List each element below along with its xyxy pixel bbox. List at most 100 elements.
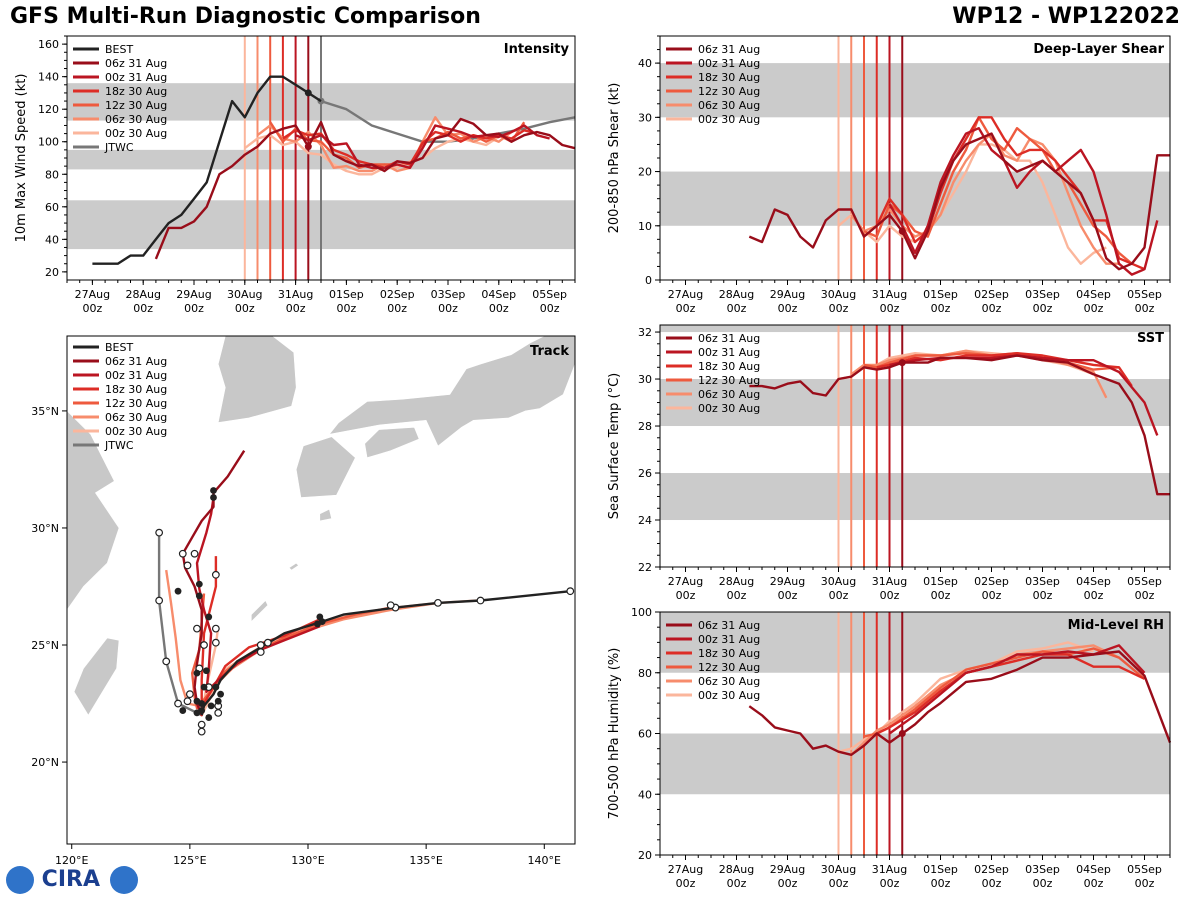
- y-tick-label: 40: [45, 233, 59, 246]
- lon-tick-label: 130°E: [291, 854, 324, 867]
- track-marker-open: [197, 727, 206, 736]
- x-tick-label-hour: 00z: [982, 877, 1002, 890]
- x-tick-label: 29Aug: [176, 288, 211, 301]
- x-tick-label-hour: 00z: [1084, 302, 1104, 315]
- x-tick-label-hour: 00z: [727, 589, 747, 602]
- shaded-band: [660, 379, 1170, 427]
- shaded-band: [660, 325, 1170, 333]
- track-marker-open: [178, 549, 187, 558]
- x-tick-label-hour: 00z: [778, 302, 798, 315]
- shaded-band: [660, 171, 1170, 226]
- rh-chart: 2040608010027Aug00z28Aug00z29Aug00z30Aug…: [607, 606, 1172, 890]
- lon-tick-label: 140°E: [528, 854, 561, 867]
- x-tick-label-hour: 00z: [931, 302, 951, 315]
- x-tick-label: 30Aug: [821, 863, 856, 876]
- x-tick-label-hour: 00z: [1135, 877, 1155, 890]
- track-marker-open: [155, 596, 164, 605]
- partner-logo-icon: [109, 866, 138, 894]
- track-marker-filled: [205, 613, 213, 621]
- lat-tick-label: 35°N: [31, 405, 59, 418]
- x-tick-label: 04Sep: [1076, 288, 1111, 301]
- y-tick-label: 30: [638, 111, 652, 124]
- legend-label: 00z 30 Aug: [105, 425, 167, 438]
- legend-label: BEST: [105, 341, 133, 354]
- x-tick-label: 29Aug: [770, 575, 805, 588]
- track-marker-open: [190, 549, 199, 558]
- x-tick-label-hour: 00z: [1033, 302, 1053, 315]
- legend-label: 06z 31 Aug: [105, 57, 167, 70]
- x-tick-label: 28Aug: [719, 575, 754, 588]
- y-tick-label: 26: [638, 467, 652, 480]
- y-tick-label: 140: [38, 71, 59, 84]
- current-point: [304, 143, 312, 151]
- track-marker-filled: [203, 667, 210, 675]
- track-marker-open: [211, 624, 220, 633]
- track-marker-filled: [210, 494, 217, 501]
- track-marker-open: [263, 638, 272, 647]
- x-tick-label-hour: 00z: [829, 877, 849, 890]
- y-axis-label: 10m Max Wind Speed (kt): [14, 74, 29, 243]
- x-tick-label: 01Sep: [923, 288, 958, 301]
- cira-logo-text: CIRA: [41, 867, 100, 892]
- land-polygon: [319, 508, 332, 522]
- track-marker-filled: [179, 707, 187, 714]
- x-tick-label: 29Aug: [770, 288, 805, 301]
- series-line-best: [92, 75, 322, 265]
- x-tick-label: 30Aug: [821, 288, 856, 301]
- track-marker-filled: [214, 697, 222, 705]
- y-tick-label: 80: [45, 168, 59, 181]
- lat-tick-label: 20°N: [31, 756, 59, 769]
- x-tick-label: 02Sep: [974, 863, 1009, 876]
- x-tick-label-hour: 00z: [1084, 589, 1104, 602]
- series-line-00z-30-aug: [838, 641, 1094, 753]
- y-tick-label: 60: [638, 728, 652, 741]
- lat-tick-label: 30°N: [31, 522, 59, 535]
- legend-label: 06z 31 Aug: [698, 332, 760, 345]
- track-marker-open: [162, 657, 171, 666]
- x-tick-label: 01Sep: [923, 575, 958, 588]
- track-marker-open: [185, 690, 194, 699]
- y-axis-label: 200-850 hPa Shear (kt): [607, 83, 622, 234]
- x-tick-label: 30Aug: [821, 575, 856, 588]
- x-tick-label-hour: 00z: [1135, 589, 1155, 602]
- x-tick-label: 03Sep: [431, 288, 466, 301]
- x-tick-label-hour: 00z: [235, 302, 255, 315]
- x-tick-label-hour: 00z: [676, 302, 696, 315]
- legend-label: 12z 30 Aug: [698, 661, 760, 674]
- ocean: [67, 336, 575, 844]
- x-tick-label: 04Sep: [1076, 863, 1111, 876]
- x-tick-label-hour: 00z: [880, 877, 900, 890]
- track-marker-open: [214, 709, 223, 717]
- track-marker-filled: [316, 613, 324, 621]
- lon-tick-label: 120°E: [55, 854, 88, 867]
- track-marker-filled: [195, 592, 203, 600]
- x-tick-label-hour: 00z: [880, 302, 900, 315]
- x-tick-label: 31Aug: [872, 863, 907, 876]
- legend-label: 06z 31 Aug: [698, 619, 760, 632]
- panel-title: SST: [1137, 331, 1164, 346]
- legend-label: 06z 31 Aug: [698, 43, 760, 56]
- x-tick-label: 03Sep: [1025, 288, 1060, 301]
- x-tick-label: 02Sep: [380, 288, 415, 301]
- y-tick-label: 20: [45, 266, 59, 279]
- x-tick-label: 02Sep: [974, 575, 1009, 588]
- y-tick-label: 20: [638, 849, 652, 862]
- x-tick-label-hour: 00z: [880, 589, 900, 602]
- x-tick-label-hour: 00z: [982, 302, 1002, 315]
- x-tick-label: 28Aug: [719, 288, 754, 301]
- legend-label: 00z 30 Aug: [698, 402, 760, 415]
- track-map: 120°E 125°E 130°E 135°E 140°E 20°N 25°N 30°N 35°…: [31, 335, 576, 867]
- x-tick-label: 03Sep: [1025, 863, 1060, 876]
- y-tick-label: 100: [38, 136, 59, 149]
- land-polygon: [288, 562, 300, 571]
- track-marker-open: [183, 561, 192, 570]
- lon-tick-label: 135°E: [409, 854, 442, 867]
- y-tick-label: 24: [638, 514, 652, 527]
- track-marker-open: [200, 641, 208, 649]
- series-line-06z-31-aug: [748, 650, 1172, 757]
- track-marker-filled: [314, 620, 321, 628]
- track-marker-filled: [195, 580, 203, 588]
- y-tick-label: 28: [638, 420, 652, 433]
- y-tick-label: 120: [38, 103, 59, 116]
- panel-title: Track: [530, 344, 569, 359]
